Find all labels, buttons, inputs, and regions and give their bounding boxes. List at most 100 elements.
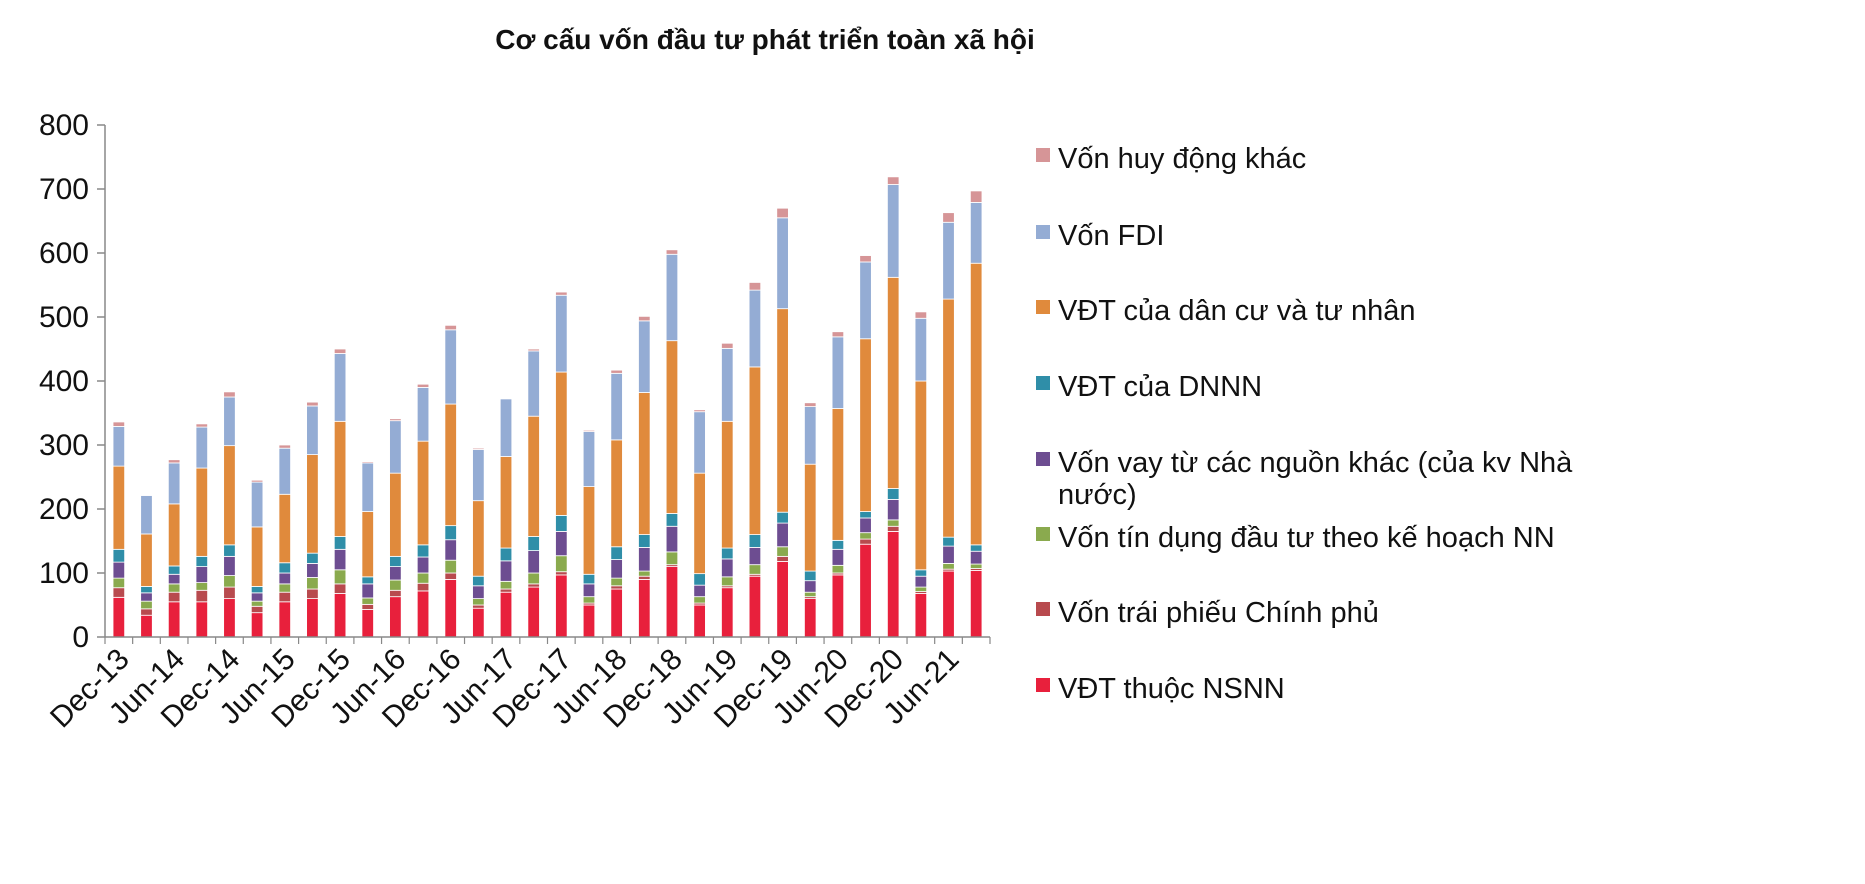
bar-segment-6: [333, 353, 347, 422]
bar-segment-3: [223, 555, 236, 576]
bar-segment-7: [638, 315, 651, 322]
bar-segment-4: [721, 547, 734, 560]
bar-segment-6: [776, 217, 789, 310]
y-tick-label: 0: [72, 621, 89, 654]
bar-segment-6: [610, 372, 623, 441]
bar-segment-5: [278, 493, 291, 564]
bar-segment-3: [527, 550, 540, 574]
bar-segment-2: [582, 596, 596, 604]
bar-segment-4: [610, 546, 623, 560]
bar-segment-1: [416, 582, 430, 592]
y-tick-label: 400: [39, 365, 89, 398]
bar-segment-3: [886, 498, 900, 521]
bar-segment-7: [361, 461, 374, 464]
bar-segment-1: [361, 603, 374, 610]
bar-segment-1: [195, 589, 209, 603]
bar-segment-0: [748, 575, 762, 638]
legend-label: Vốn huy động khác: [1058, 143, 1306, 175]
bar-segment-5: [693, 472, 706, 575]
legend-swatch: [1036, 225, 1050, 239]
y-axis-ticks: 0 100 200 300 400 500 600 700 800: [39, 109, 105, 654]
bar-segment-5: [638, 392, 651, 535]
bar-segment-2: [804, 591, 817, 598]
bar-segment-2: [444, 559, 457, 574]
bar-segment-5: [223, 445, 236, 546]
bar-segment-3: [665, 525, 679, 553]
bar-segment-6: [942, 221, 955, 300]
bar-segment-4: [195, 555, 209, 567]
legend-label: Vốn tín dụng đầu tư theo kế hoạch NN: [1058, 522, 1555, 554]
legend-label: VĐT thuộc NSNN: [1058, 673, 1285, 705]
bar-segment-0: [721, 587, 734, 638]
bar-segment-4: [638, 534, 651, 548]
bar-segment-4: [914, 569, 928, 577]
bar-segment-0: [250, 612, 264, 638]
bar-segment-0: [195, 601, 209, 638]
bar-segment-3: [112, 561, 126, 579]
bar-segment-7: [527, 348, 540, 352]
bar-segment-6: [416, 386, 430, 442]
bar-segment-1: [444, 572, 457, 580]
bar-segment-7: [306, 401, 319, 407]
bar-segment-0: [499, 591, 513, 638]
legend-label: VĐT của dân cư và tư nhân: [1058, 295, 1416, 327]
y-tick-label: 200: [39, 493, 89, 526]
bar-segment-0: [306, 598, 319, 638]
bar-segment-2: [693, 596, 706, 604]
bar-segment-3: [914, 575, 928, 588]
bar-segment-7: [223, 391, 236, 398]
bar-segment-1: [389, 589, 402, 598]
bar-segment-5: [195, 467, 209, 557]
bar-segment-4: [555, 515, 568, 532]
bar-segment-7: [195, 423, 209, 428]
bar-segment-6: [969, 202, 983, 264]
bar-segment-0: [361, 609, 374, 638]
bar-segment-0: [278, 601, 291, 638]
bar-segment-5: [333, 420, 347, 537]
bar-segment-1: [333, 583, 347, 594]
legend-swatch: [1036, 527, 1050, 541]
bar-segment-4: [416, 544, 430, 558]
bar-segment-1: [638, 575, 651, 580]
bar-segment-4: [942, 536, 955, 547]
bar-segment-1: [472, 604, 485, 609]
bar-segment-6: [527, 350, 540, 417]
bar-segment-6: [444, 329, 457, 405]
bar-segment-6: [223, 396, 236, 447]
bar-segment-3: [942, 545, 955, 564]
bar-segment-2: [416, 572, 430, 584]
bar-segment-0: [610, 588, 623, 638]
bar-segment-3: [721, 558, 734, 578]
bar-segment-5: [831, 408, 845, 541]
bar-segment-0: [776, 561, 789, 638]
chart-title: Cơ cấu vốn đầu tư phát triển toàn xã hội: [495, 24, 1035, 55]
bar-segment-4: [250, 586, 264, 594]
bar-segment-3: [472, 585, 485, 599]
bar-segment-6: [499, 398, 513, 457]
bar-segment-5: [582, 486, 596, 575]
bar-segment-5: [886, 276, 900, 489]
bar-segment-7: [250, 479, 264, 483]
bar-segment-6: [914, 317, 928, 382]
bar-segment-4: [831, 539, 845, 550]
bar-segment-2: [527, 572, 540, 585]
legend-swatch: [1036, 602, 1050, 616]
legend-swatch: [1036, 678, 1050, 692]
bar-segment-3: [638, 547, 651, 572]
bar-segment-1: [610, 585, 623, 590]
bar-segment-0: [223, 598, 236, 638]
bar-segment-7: [167, 459, 181, 464]
bar-segment-3: [499, 560, 513, 582]
legend-swatch: [1036, 376, 1050, 390]
bar-segment-6: [278, 447, 291, 495]
bar-segment-7: [416, 383, 430, 388]
legend-label: Vốn vay từ các nguồn khác (của kv Nhà nướ…: [1058, 447, 1573, 511]
bar-segment-2: [638, 570, 651, 577]
bar-segment-0: [333, 593, 347, 638]
y-tick-label: 500: [39, 301, 89, 334]
bar-segment-0: [914, 593, 928, 638]
bar-segment-3: [389, 566, 402, 581]
bar-segment-5: [444, 403, 457, 527]
bar-segment-3: [333, 548, 347, 571]
bar-segment-3: [804, 580, 817, 593]
